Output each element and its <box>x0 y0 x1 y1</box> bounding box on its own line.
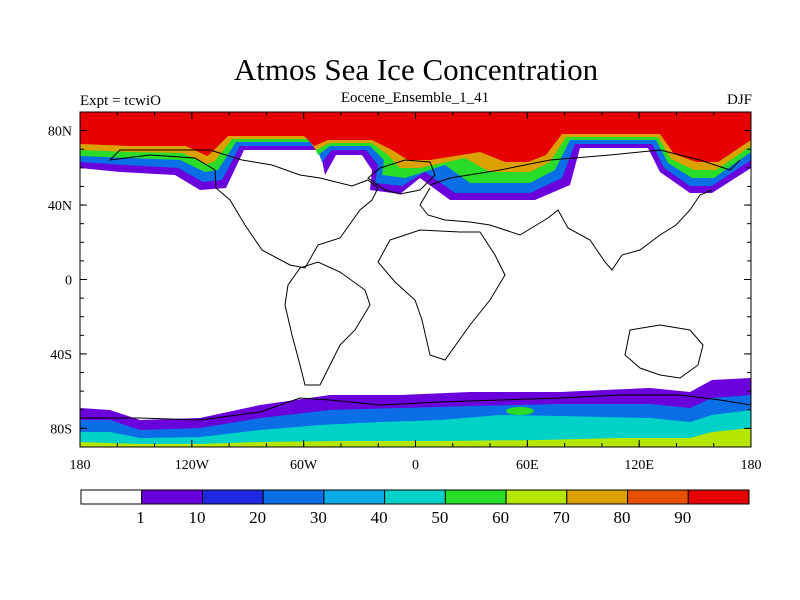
colorbar-label: 10 <box>188 508 205 527</box>
antarctic-ice-band-teal <box>80 410 751 447</box>
season-label: DJF <box>726 92 752 108</box>
lat-tick-label: 40N <box>48 199 72 214</box>
colorbar-label: 60 <box>492 508 509 527</box>
arctic-ice-core <box>80 112 751 162</box>
colorbar-swatch <box>384 489 446 505</box>
lat-tick-label: 80N <box>48 125 72 140</box>
ice-field <box>80 112 751 447</box>
greenland-coast <box>367 159 436 195</box>
lon-tick-label: 60W <box>290 458 318 473</box>
colorbar-label: 90 <box>674 508 691 527</box>
north-america-coast <box>108 149 379 269</box>
colorbar-swatch <box>201 489 264 505</box>
longitude-ticks: 180 120W 60W 0 60E 120E 180 <box>70 112 762 473</box>
lon-tick-label: 180 <box>70 458 91 473</box>
eurasia-africa-coast <box>377 149 741 361</box>
antarctic-ice-band-yellow <box>80 428 751 447</box>
lon-tick-label: 180 <box>741 458 762 473</box>
lon-tick-label: 60E <box>516 458 539 473</box>
coastlines <box>80 149 752 421</box>
colorbar-swatch <box>262 489 325 505</box>
lon-tick-label: 0 <box>412 458 419 473</box>
antarctica-coast <box>80 394 752 421</box>
experiment-label: Expt = tcwiO <box>80 93 161 109</box>
colorbar-swatch <box>687 489 750 505</box>
latitude-ticks: 80N 40N 0 40S 80S <box>48 125 751 437</box>
australia-coast <box>624 324 704 379</box>
south-america-coast <box>284 261 371 386</box>
colorbar-label: 40 <box>371 508 388 527</box>
lon-tick-label: 120W <box>175 458 210 473</box>
lat-tick-label: 80S <box>50 422 72 437</box>
colorbar-label: 20 <box>249 508 266 527</box>
colorbar-swatch <box>444 489 507 505</box>
colorbar-swatch <box>80 489 143 505</box>
colorbar-label: 80 <box>614 508 631 527</box>
antarctic-ice-patch <box>506 407 534 415</box>
lon-tick-label: 120E <box>624 458 654 473</box>
ensemble-label: Eocene_Ensemble_1_41 <box>340 90 490 106</box>
colorbar-swatch <box>323 489 386 505</box>
lat-tick-label: 0 <box>65 274 72 289</box>
lat-tick-label: 40S <box>50 348 72 363</box>
colorbar: 1 10 20 30 40 50 60 70 80 90 <box>80 489 750 527</box>
colorbar-swatch <box>627 489 689 505</box>
colorbar-swatch <box>141 489 203 505</box>
plot-title: Atmos Sea Ice Concentration <box>233 52 599 87</box>
colorbar-label: 1 <box>136 508 145 527</box>
colorbar-label: 50 <box>431 508 448 527</box>
colorbar-label: 30 <box>310 508 327 527</box>
colorbar-label: 70 <box>553 508 570 527</box>
colorbar-swatch <box>505 489 568 505</box>
colorbar-swatch <box>566 489 629 505</box>
